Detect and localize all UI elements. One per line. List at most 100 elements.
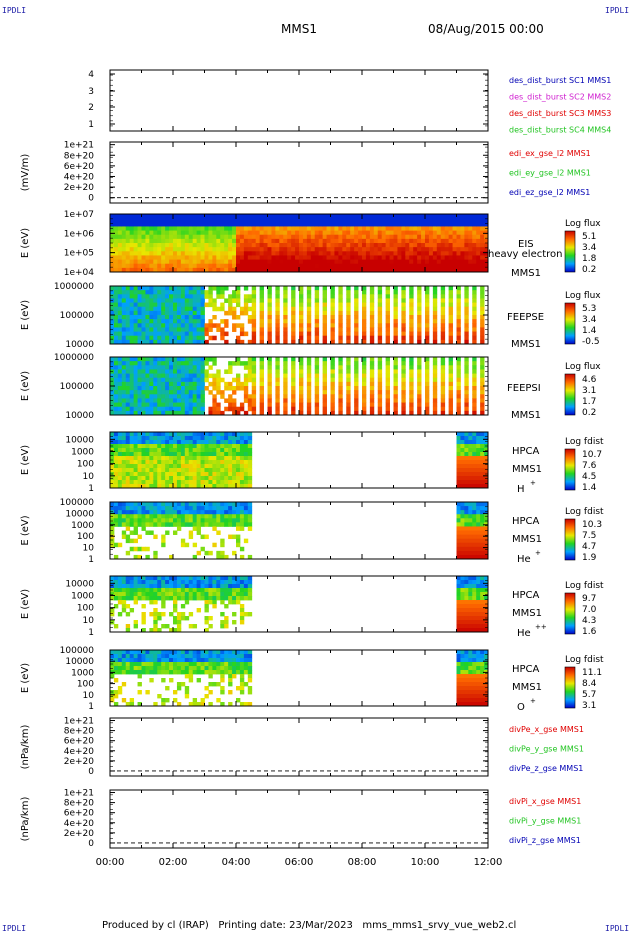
heatmap-cell	[468, 222, 473, 227]
heatmap-cell	[232, 251, 237, 256]
heatmap-cell	[200, 357, 205, 362]
heatmap-cell	[184, 255, 190, 260]
heatmap-cell	[346, 377, 351, 383]
heatmap-cell	[251, 238, 257, 244]
heatmap-cell	[484, 452, 489, 457]
heatmap-cell	[121, 576, 127, 581]
heatmap-cell	[224, 514, 229, 519]
heatmap-cell	[436, 259, 442, 265]
heatmap-cell	[275, 339, 280, 345]
heatmap-cell	[169, 302, 174, 308]
heatmap-cell	[480, 286, 485, 291]
heatmap-cell	[259, 394, 264, 399]
heatmap-cell	[243, 214, 249, 219]
heatmap-cell	[346, 369, 351, 374]
heatmap-cell	[129, 255, 135, 260]
heatmap-cell	[472, 243, 477, 248]
heatmap-cell	[338, 251, 343, 256]
heatmap-cell	[385, 398, 390, 403]
heatmap-cell	[192, 456, 198, 461]
heatmap-cell	[141, 361, 146, 366]
heatmap-cell	[448, 390, 453, 395]
heatmap-cell	[176, 402, 182, 408]
heatmap-cell	[247, 234, 253, 240]
heatmap-cell	[468, 530, 473, 535]
heatmap-cell	[306, 230, 312, 236]
heatmap-cell	[180, 394, 186, 399]
heatmap-cell	[480, 222, 485, 227]
heatmap-cell	[251, 406, 257, 412]
heatmap-cell	[381, 267, 387, 273]
heatmap-cell	[472, 377, 477, 383]
heatmap-cell	[421, 214, 426, 219]
heatmap-cell	[133, 381, 138, 387]
heatmap-cell	[385, 251, 390, 256]
heatmap-cell	[306, 310, 312, 316]
heatmap-cell	[283, 381, 288, 387]
heatmap-cell	[401, 226, 406, 231]
heatmap-cell	[322, 369, 327, 374]
heatmap-cell	[468, 432, 473, 437]
heatmap-cell	[161, 226, 166, 231]
heatmap-cell	[113, 323, 119, 328]
heatmap-cell	[165, 624, 170, 629]
heatmap-cell	[484, 510, 489, 515]
heatmap-cell	[275, 263, 280, 269]
heatmap-cell	[145, 476, 150, 481]
ion-species-label: H	[517, 484, 525, 495]
heatmap-cell	[216, 230, 221, 236]
heatmap-cell	[204, 620, 209, 625]
heatmap-cell	[302, 255, 308, 260]
colorbar-tick-label: 0.2	[582, 265, 596, 275]
heatmap-cell	[137, 588, 142, 593]
heatmap-cell	[385, 222, 390, 227]
heatmap-cell	[464, 620, 469, 625]
heatmap-cell	[432, 306, 438, 312]
heatmap-cell	[239, 247, 245, 252]
heatmap-cell	[247, 460, 253, 465]
heatmap-cell	[176, 222, 182, 227]
heatmap-cell	[251, 402, 257, 408]
heatmap-cell	[448, 402, 453, 408]
heatmap-cell	[452, 267, 457, 273]
heatmap-cell	[196, 588, 201, 593]
heatmap-cell	[413, 230, 418, 236]
heatmap-cell	[113, 576, 119, 581]
heatmap-cell	[121, 315, 127, 320]
heatmap-cell	[243, 243, 249, 248]
heatmap-cell	[239, 226, 245, 231]
heatmap-cell	[113, 444, 119, 449]
heatmap-cell	[417, 381, 422, 387]
heatmap-cell	[212, 263, 217, 269]
heatmap-cell	[157, 616, 162, 621]
heatmap-cell	[338, 319, 343, 324]
heatmap-cell	[468, 226, 473, 231]
heatmap-cell	[444, 230, 450, 236]
heatmap-cell	[322, 357, 327, 362]
heatmap-cell	[251, 365, 257, 370]
heatmap-cell	[165, 530, 170, 535]
heatmap-cell	[129, 294, 135, 299]
heatmap-cell	[417, 302, 422, 308]
heatmap-cell	[480, 310, 485, 316]
heatmap-cell	[169, 214, 174, 219]
heatmap-cell	[157, 468, 162, 473]
heatmap-cell	[464, 616, 469, 621]
heatmap-cell	[204, 550, 209, 556]
heatmap-cell	[129, 436, 135, 441]
heatmap-cell	[271, 230, 276, 236]
heatmap-cell	[460, 484, 465, 489]
heatmap-cell	[472, 436, 477, 441]
heatmap-cell	[157, 506, 162, 511]
heatmap-cell	[176, 522, 182, 527]
heatmap-cell	[460, 251, 465, 256]
heatmap-cell	[322, 377, 327, 383]
heatmap-cell	[129, 251, 135, 256]
heatmap-cell	[133, 530, 138, 535]
heatmap-cell	[362, 361, 367, 366]
heatmap-cell	[401, 214, 406, 219]
heatmap-cell	[141, 373, 146, 379]
heatmap-cell	[145, 510, 150, 515]
heatmap-cell	[180, 612, 186, 617]
heatmap-cell	[153, 522, 158, 527]
